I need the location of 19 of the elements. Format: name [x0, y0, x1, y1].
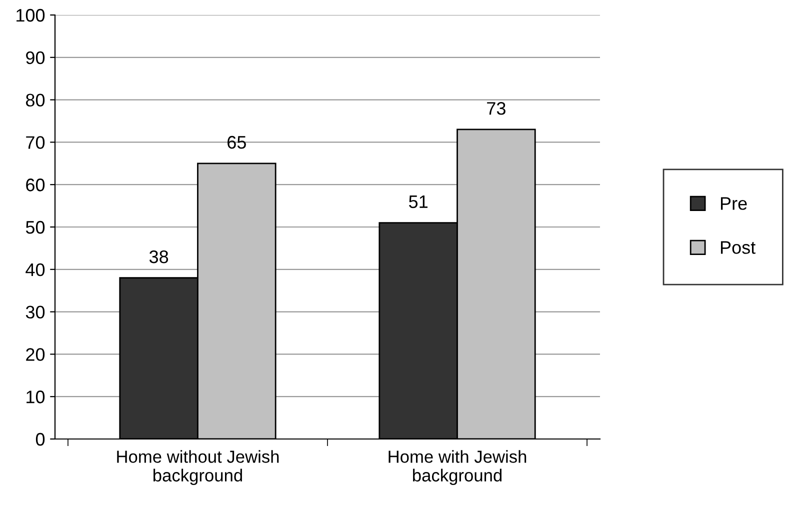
y-tick-label: 0 [36, 432, 45, 446]
legend-label: Pre [720, 197, 747, 210]
y-tick-label: 90 [26, 51, 45, 64]
y-tick-label: 100 [16, 8, 45, 22]
y-tick-label: 60 [26, 178, 45, 192]
x-tick-label: Home without Jewish background [117, 450, 279, 485]
y-tick-label: 70 [26, 136, 45, 149]
y-tick-label: 50 [26, 220, 45, 234]
data-label: 51 [409, 195, 428, 208]
data-label: 38 [149, 250, 168, 264]
y-tick-label: 40 [26, 263, 45, 276]
data-label: 65 [228, 136, 246, 149]
data-label: 73 [487, 102, 506, 115]
y-tick-label: 80 [26, 94, 45, 107]
y-tick-label: 20 [26, 348, 45, 361]
legend-label: Post [720, 241, 756, 254]
y-tick-label: 30 [26, 306, 45, 319]
x-tick-label: Home with Jewish background [388, 450, 526, 485]
y-tick-label: 10 [26, 390, 45, 404]
